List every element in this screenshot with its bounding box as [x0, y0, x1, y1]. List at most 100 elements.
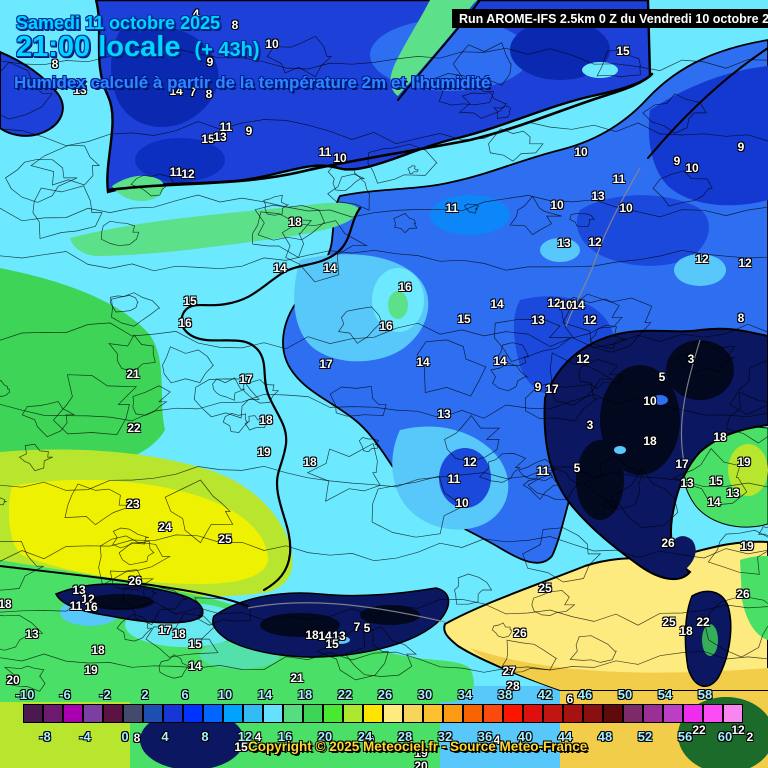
contour-lines: [0, 35, 768, 692]
map-value: 22: [692, 723, 706, 737]
map-value: 4: [192, 7, 200, 21]
map-value: 4: [493, 733, 501, 747]
scale-tick: 42: [537, 687, 553, 702]
scale-tick: 0: [121, 729, 129, 744]
map-value: 18: [305, 628, 319, 642]
map-value: 13: [531, 313, 545, 327]
scale-cell: [483, 704, 503, 723]
map-value: 12: [583, 313, 597, 327]
scale-cell: [443, 704, 463, 723]
scale-tick: 6: [181, 687, 189, 702]
map-value: 18: [303, 455, 317, 469]
map-value: 12: [588, 235, 602, 249]
map-value: 10: [265, 37, 279, 51]
map-value: 14: [188, 659, 202, 673]
map-value: 14: [416, 355, 430, 369]
scale-cell: [523, 704, 543, 723]
map-value: 15: [188, 637, 202, 651]
scale-tick: 60: [717, 729, 733, 744]
scale-tick: -8: [39, 729, 51, 744]
scale-cell: [683, 704, 703, 723]
scale-cell: [583, 704, 603, 723]
scale-cell: [263, 704, 283, 723]
map-value: 18: [172, 627, 186, 641]
scale-cell: [363, 704, 383, 723]
map-value: 11: [318, 145, 332, 159]
map-value: 10: [643, 394, 657, 408]
map-value: 14: [169, 84, 183, 98]
map-value: 25: [538, 581, 552, 595]
scale-cell: [703, 704, 723, 723]
map-value: 14: [323, 261, 337, 275]
scale-cell: [403, 704, 423, 723]
map-value: 9: [673, 154, 681, 168]
map-value: 19: [740, 539, 754, 553]
map-value: 18: [259, 413, 273, 427]
scale-tick: 32: [437, 729, 453, 744]
map-value: 3: [687, 352, 695, 366]
corsica-green: [702, 624, 718, 656]
map-value: 15: [709, 474, 723, 488]
map-value: 11: [536, 464, 550, 478]
scale-tick: 50: [617, 687, 633, 702]
map-value: 21: [290, 671, 304, 685]
map-value: 18: [91, 643, 105, 657]
local-time-label: 21:00 locale: [16, 31, 181, 63]
map-value: 19: [414, 746, 428, 760]
scale-cell: [103, 704, 123, 723]
map-value: 26: [661, 536, 675, 550]
map-value: 11: [169, 165, 183, 179]
scale-labels-bottom: -8 -4 0 4 8 12 16 20 24 28 32 36 40 44 48 52 56 60: [0, 730, 768, 744]
map-value: 11: [219, 120, 233, 134]
scale-tick: 44: [557, 729, 573, 744]
scale-cell: [303, 704, 323, 723]
scale-cell: [223, 704, 243, 723]
map-value: 15: [616, 44, 630, 58]
forecast-offset-label: (+ 43h): [194, 39, 260, 61]
map-value: 13: [25, 627, 39, 641]
map-value: 8: [133, 731, 141, 745]
map-value: 0: [367, 733, 375, 747]
map-value: 22: [127, 421, 141, 435]
map-value: 17: [239, 372, 253, 386]
scale-cell: [723, 704, 743, 723]
map-value: 19: [737, 455, 751, 469]
scale-cell: [343, 704, 363, 723]
map-value: 18: [679, 624, 693, 638]
scale-cell: [183, 704, 203, 723]
map-value: 14: [707, 495, 721, 509]
alps-region: [543, 327, 768, 581]
map-value: 17: [319, 357, 333, 371]
map-value: 15: [201, 132, 215, 146]
map-value: 7: [353, 620, 361, 634]
map-value: 17: [675, 457, 689, 471]
scale-cell: [463, 704, 483, 723]
scale-cell: [503, 704, 523, 723]
map-value: 14: [571, 298, 585, 312]
scale-tick: 28: [397, 729, 413, 744]
ireland-region: [0, 50, 64, 137]
map-value: 18: [0, 597, 12, 611]
map-value: 15: [183, 294, 197, 308]
scale-cell: [243, 704, 263, 723]
map-value: 18: [288, 215, 302, 229]
map-value: 16: [379, 319, 393, 333]
map-value: 14: [318, 629, 332, 643]
map-value: 28: [506, 679, 520, 693]
scale-tick: -2: [99, 687, 111, 702]
map-value: 27: [502, 664, 516, 678]
map-value: 21: [126, 367, 140, 381]
map-value: 26: [513, 626, 527, 640]
map-value: 10: [550, 198, 564, 212]
map-value: 12: [547, 296, 561, 310]
channel-band: [70, 202, 360, 256]
scale-tick: 12: [237, 729, 253, 744]
copyright-label: Copyright © 2025 Meteociel.fr - Source M…: [248, 739, 588, 754]
scale-tick: 30: [417, 687, 433, 702]
map-value: 26: [128, 574, 142, 588]
map-value: 12: [731, 723, 745, 737]
color-scale-bar: [23, 704, 743, 723]
map-value: 13: [680, 476, 694, 490]
